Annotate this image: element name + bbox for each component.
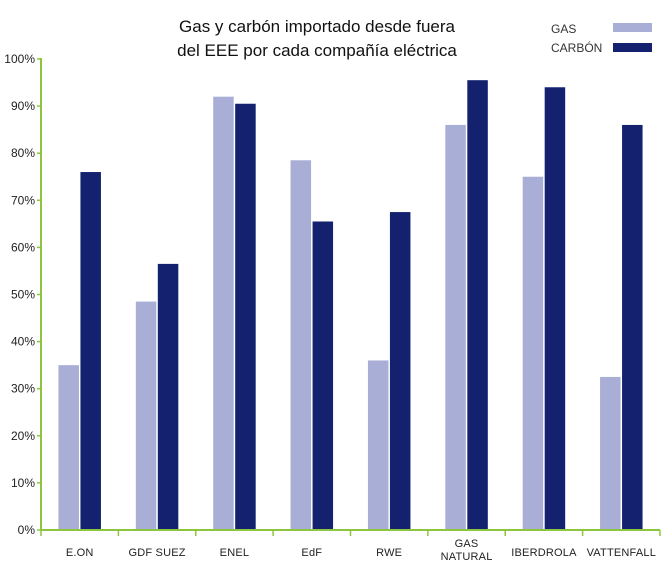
bar-gas bbox=[445, 124, 466, 530]
bar-gas bbox=[600, 376, 621, 530]
x-category-label: RWE bbox=[376, 547, 402, 559]
y-axis-ticks: 0% 10% 20% 30% 40% 50% 60% 70% 80% 90% 100% bbox=[4, 52, 35, 537]
y-tick-label: 40% bbox=[11, 335, 35, 349]
x-category-label: ENEL bbox=[220, 547, 250, 559]
bar-gas bbox=[135, 301, 157, 530]
bar-carbon bbox=[235, 103, 256, 531]
legend: GAS CARBÓN bbox=[551, 22, 652, 55]
x-category-label: E.ON bbox=[66, 547, 94, 559]
legend-label-gas: GAS bbox=[551, 22, 576, 36]
y-tick-label: 80% bbox=[11, 146, 35, 160]
bar-carbon bbox=[467, 80, 488, 530]
axes bbox=[37, 58, 661, 536]
x-category-label: GAS bbox=[455, 538, 479, 550]
bars bbox=[58, 80, 643, 531]
x-category-label: NATURAL bbox=[441, 551, 493, 563]
y-tick-label: 50% bbox=[11, 288, 35, 302]
chart-title: Gas y carbón importado desde fuera del E… bbox=[177, 17, 457, 60]
bar-gas bbox=[367, 360, 389, 530]
bar-carbon bbox=[622, 124, 643, 530]
legend-label-carbon: CARBÓN bbox=[551, 40, 602, 55]
y-tick-label: 90% bbox=[11, 99, 35, 113]
bar-carbon bbox=[312, 221, 334, 530]
bar-gas bbox=[522, 176, 544, 530]
legend-swatch-carbon bbox=[613, 43, 652, 52]
chart-title-line-2: del EEE por cada compañía eléctrica bbox=[177, 41, 457, 60]
bar-gas bbox=[58, 365, 79, 530]
bar-carbon bbox=[157, 263, 179, 530]
y-tick-label: 10% bbox=[11, 476, 35, 490]
bar-gas bbox=[290, 160, 312, 530]
y-tick-label: 70% bbox=[11, 193, 35, 207]
bar-carbon bbox=[389, 212, 411, 530]
x-category-label: GDF SUEZ bbox=[128, 547, 185, 559]
bar-carbon bbox=[544, 87, 566, 530]
chart-title-line-1: Gas y carbón importado desde fuera bbox=[179, 17, 455, 36]
x-category-label: VATTENFALL bbox=[587, 547, 656, 559]
x-category-label: IBERDROLA bbox=[511, 547, 577, 559]
y-tick-label: 60% bbox=[11, 240, 35, 254]
x-category-label: EdF bbox=[301, 547, 322, 559]
bar-carbon bbox=[80, 172, 101, 531]
y-tick-label: 30% bbox=[11, 382, 35, 396]
bar-gas bbox=[213, 96, 234, 531]
y-tick-label: 0% bbox=[18, 523, 36, 537]
legend-swatch-gas bbox=[613, 23, 652, 32]
y-tick-label: 100% bbox=[4, 52, 35, 66]
y-tick-label: 20% bbox=[11, 429, 35, 443]
